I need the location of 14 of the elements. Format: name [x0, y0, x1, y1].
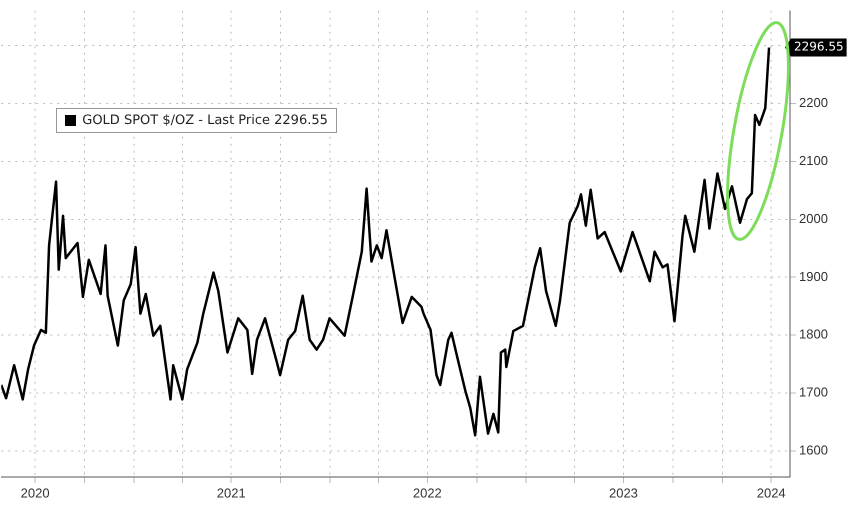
x-tick-label: 2020 [20, 485, 50, 500]
x-tick-label: 2022 [412, 485, 442, 500]
y-tick-label: 2100 [799, 152, 828, 168]
y-tick-label: 1700 [799, 384, 828, 400]
x-tick-label: 2023 [608, 485, 638, 500]
y-tick-label: 1600 [799, 442, 828, 458]
y-tick-label: 1800 [799, 326, 828, 342]
x-tick-label: 2021 [216, 485, 246, 500]
legend-label: GOLD SPOT $/OZ - Last Price 2296.55 [82, 112, 328, 128]
y-tick-label: 2000 [799, 210, 828, 226]
y-tick-label: 2200 [799, 95, 828, 110]
y-tick-label: 1900 [799, 268, 828, 284]
x-tick-label: 2024 [756, 485, 786, 500]
annotation: 2296.55 [794, 40, 844, 54]
